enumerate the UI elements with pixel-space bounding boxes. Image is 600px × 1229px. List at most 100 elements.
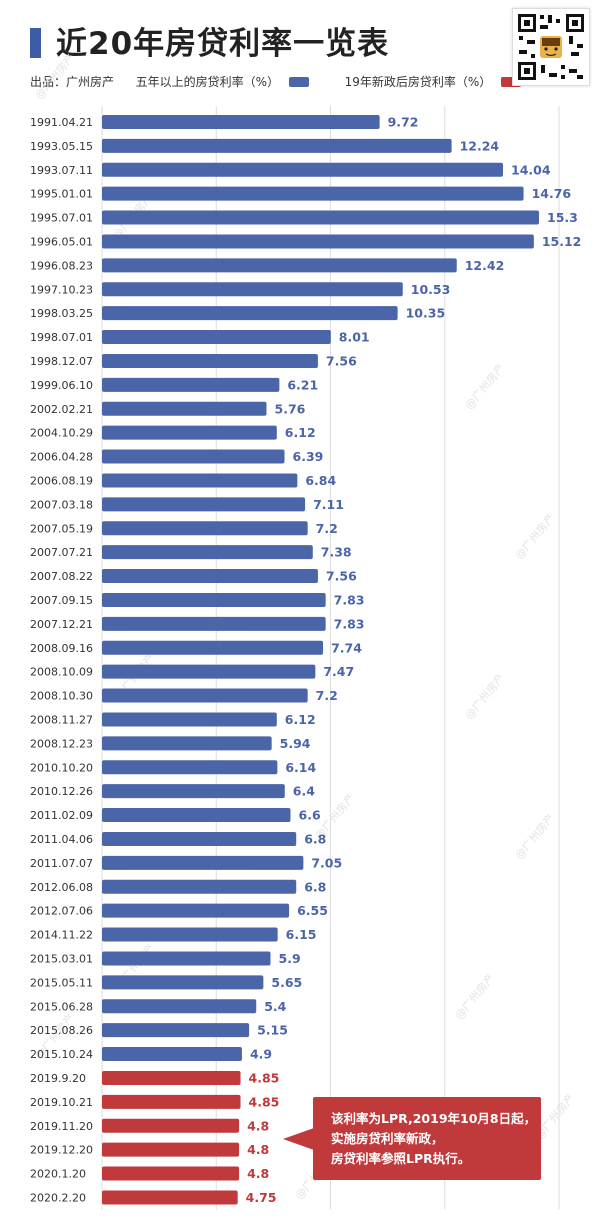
- category-label: 2019.11.20: [30, 1120, 93, 1133]
- bar-2008.11.27: [102, 712, 277, 727]
- data-label: 4.8: [247, 1166, 269, 1181]
- category-label: 2007.07.21: [30, 546, 93, 559]
- category-label: 1998.07.01: [30, 331, 93, 344]
- category-label: 2010.12.26: [30, 785, 93, 798]
- category-label: 1996.08.23: [30, 259, 93, 272]
- bar-1998.07.01: [102, 330, 331, 345]
- data-label: 5.94: [280, 736, 311, 751]
- category-label: 2011.07.07: [30, 857, 93, 870]
- category-label: 2011.02.09: [30, 809, 93, 822]
- data-label: 4.85: [249, 1094, 280, 1109]
- category-label: 2015.08.26: [30, 1024, 93, 1037]
- watermark-text: @广州房产: [462, 361, 508, 412]
- data-label: 5.4: [264, 999, 286, 1014]
- note-line-3: 房贷利率参照LPR执行。: [331, 1151, 471, 1166]
- data-label: 14.76: [532, 186, 572, 201]
- data-label: 6.8: [304, 879, 326, 894]
- category-label: 1993.05.15: [30, 140, 93, 153]
- bar-2019.12.20: [102, 1142, 240, 1157]
- data-label: 7.56: [326, 353, 357, 368]
- bar-2008.10.30: [102, 688, 308, 703]
- bar-2007.09.15: [102, 592, 326, 607]
- category-label: 2015.10.24: [30, 1048, 93, 1061]
- category-label: 2020.1.20: [30, 1168, 86, 1181]
- bar-2019.9.20: [102, 1070, 241, 1085]
- category-label: 2008.10.09: [30, 666, 93, 679]
- category-label: 2008.11.27: [30, 713, 93, 726]
- data-label: 7.11: [313, 497, 344, 512]
- category-label: 2008.09.16: [30, 642, 93, 655]
- data-label: 6.14: [285, 760, 316, 775]
- category-label: 2015.05.11: [30, 976, 93, 989]
- bar-2006.08.19: [102, 473, 298, 488]
- category-label: 2002.02.21: [30, 403, 93, 416]
- data-label: 7.47: [323, 664, 354, 679]
- bar-2008.10.09: [102, 664, 316, 679]
- bar-2010.10.20: [102, 760, 278, 775]
- data-label: 6.84: [305, 473, 336, 488]
- legend-label-new: 19年新政后房贷利率（%）: [344, 75, 492, 89]
- bar-1993.05.15: [102, 138, 452, 153]
- category-label: 1998.12.07: [30, 355, 93, 368]
- category-label: 2019.12.20: [30, 1144, 93, 1157]
- category-label: 2007.09.15: [30, 594, 93, 607]
- data-label: 6.12: [285, 425, 316, 440]
- data-label: 6.55: [297, 903, 328, 918]
- bar-2015.03.01: [102, 951, 271, 966]
- bar-1998.12.07: [102, 353, 318, 368]
- data-label: 4.85: [249, 1070, 280, 1085]
- bar-1999.06.10: [102, 377, 280, 392]
- bar-2011.02.09: [102, 808, 291, 823]
- category-label: 2007.03.18: [30, 498, 93, 511]
- data-label: 10.53: [411, 282, 451, 297]
- bar-2011.07.07: [102, 855, 304, 870]
- bar-2007.07.21: [102, 545, 313, 560]
- title-accent-bar: [30, 28, 41, 58]
- data-label: 10.35: [406, 306, 446, 321]
- bar-2019.10.21: [102, 1094, 241, 1109]
- bar-2006.04.28: [102, 449, 285, 464]
- bar-2019.11.20: [102, 1118, 240, 1133]
- category-label: 2014.11.22: [30, 929, 93, 942]
- bar-2007.08.22: [102, 569, 318, 584]
- data-label: 4.8: [247, 1118, 269, 1133]
- data-label: 4.75: [246, 1190, 277, 1205]
- category-label: 1995.01.01: [30, 188, 93, 201]
- bar-2002.02.21: [102, 401, 267, 416]
- data-label: 12.42: [465, 258, 505, 273]
- data-label: 14.04: [511, 162, 551, 177]
- data-label: 6.15: [286, 927, 317, 942]
- category-label: 2011.04.06: [30, 833, 93, 846]
- category-label: 1996.05.01: [30, 235, 93, 248]
- data-label: 7.83: [334, 592, 365, 607]
- data-label: 7.38: [321, 545, 352, 560]
- data-label: 7.2: [316, 521, 338, 536]
- data-label: 5.15: [257, 1023, 288, 1038]
- category-label: 2006.04.28: [30, 451, 93, 464]
- data-label: 6.12: [285, 712, 316, 727]
- data-label: 6.4: [293, 784, 315, 799]
- bar-1991.04.21: [102, 114, 380, 129]
- bar-1996.05.01: [102, 234, 534, 249]
- bar-1995.07.01: [102, 210, 539, 225]
- data-label: 15.3: [547, 210, 578, 225]
- category-label: 2015.03.01: [30, 952, 93, 965]
- category-label: 2019.10.21: [30, 1096, 93, 1109]
- note-line-2: 实施房贷利率新政，: [331, 1131, 444, 1146]
- legend-swatch-new: [501, 76, 522, 87]
- data-label: 12.24: [460, 138, 500, 153]
- category-label: 1991.04.21: [30, 116, 93, 129]
- bar-2015.06.28: [102, 999, 257, 1014]
- data-label: 5.76: [275, 401, 306, 416]
- bar-2012.07.06: [102, 903, 290, 918]
- bar-1998.03.25: [102, 306, 398, 321]
- bar-2015.08.26: [102, 1023, 250, 1038]
- bar-1996.08.23: [102, 258, 457, 273]
- data-label: 6.6: [299, 808, 321, 823]
- watermark-text: @广州房产: [32, 51, 78, 102]
- data-label: 7.56: [326, 569, 357, 584]
- category-label: 1997.10.23: [30, 283, 93, 296]
- legend-swatch-old: [288, 76, 309, 87]
- data-label: 6.8: [304, 831, 326, 846]
- bar-2020.2.20: [102, 1190, 238, 1205]
